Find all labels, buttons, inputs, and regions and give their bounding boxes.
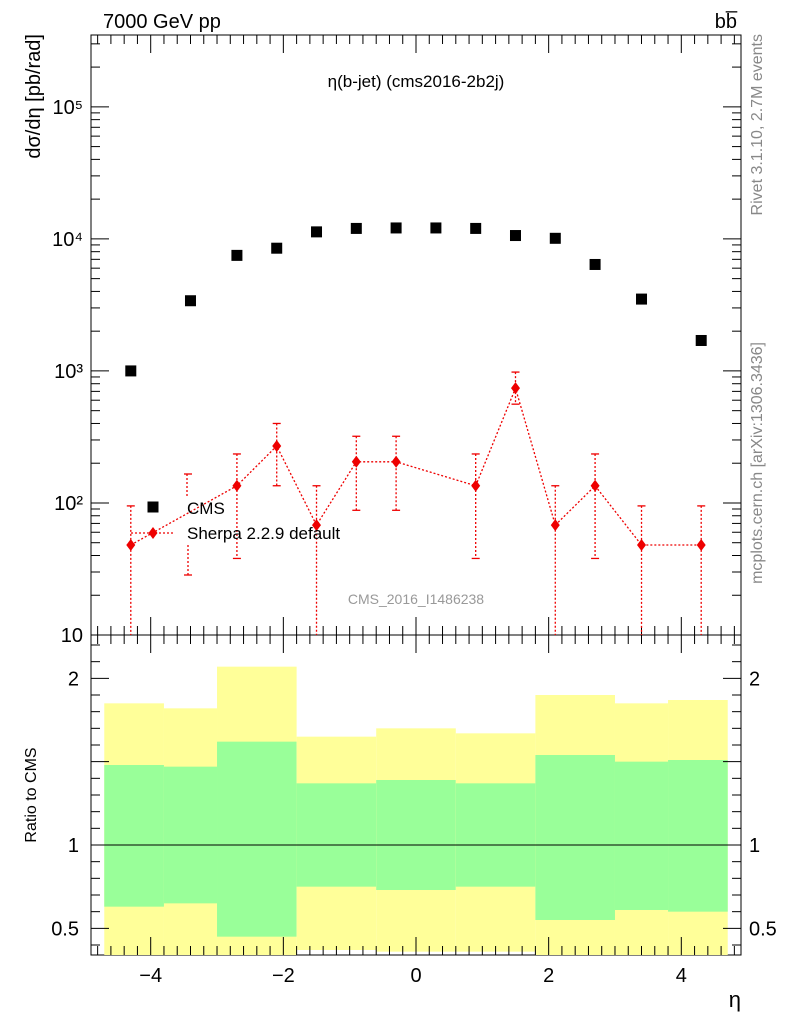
- cms-point: [509, 230, 521, 242]
- cms-point: [231, 249, 243, 261]
- ratio-band-inner: [296, 783, 377, 887]
- sherpa-point: [232, 479, 242, 492]
- main-y-tick-label: 10⁴: [52, 229, 83, 251]
- main-y-tick-label: 10: [61, 625, 83, 647]
- ratio-y-tick-label-left: 2: [68, 668, 79, 690]
- cms-point: [549, 232, 561, 244]
- sherpa-point: [696, 539, 706, 552]
- cms-point: [589, 258, 601, 270]
- ratio-y-tick-label-right: 2: [749, 668, 760, 690]
- x-tick-label: 4: [676, 965, 687, 987]
- ratio-band-inner: [668, 760, 728, 912]
- legend-cms-marker: [147, 501, 159, 513]
- legend: CMS Sherpa 2.2.9 default: [131, 473, 340, 576]
- cms-point: [695, 334, 707, 346]
- x-tick-label: −2: [272, 965, 295, 987]
- ratio-y-axis-label: Ratio to CMS: [23, 747, 40, 842]
- x-tick-label: −4: [139, 965, 162, 987]
- cms-point: [430, 222, 442, 234]
- cms-point: [350, 222, 362, 234]
- ratio-axis-ticks: 0.5 0.5 1 1 2 2 −4 −2 0 2 4: [51, 635, 777, 987]
- ratio-band-inner: [376, 780, 456, 890]
- ratio-y-tick-label-right: 1: [749, 835, 760, 857]
- analysis-watermark: CMS_2016_I1486238: [348, 591, 484, 607]
- ratio-band-inner: [163, 766, 218, 904]
- sherpa-line: [130, 386, 702, 546]
- main-y-tick-label: 10⁵: [52, 97, 83, 119]
- sherpa-point: [550, 519, 560, 532]
- energy-label: 7000 GeV pp: [103, 11, 221, 33]
- main-y-tick-label: 10²: [54, 493, 83, 515]
- cms-point: [470, 222, 482, 234]
- sherpa-point: [637, 539, 647, 552]
- x-axis-label: η: [729, 987, 741, 1012]
- sherpa-point: [126, 539, 136, 552]
- cms-point: [636, 293, 648, 305]
- chart-title: η(b-jet) (cms2016-2b2j): [328, 72, 505, 91]
- sherpa-point: [351, 455, 361, 468]
- legend-sherpa-marker: [148, 527, 158, 539]
- ratio-band-inner: [614, 761, 669, 910]
- legend-cms-label: CMS: [187, 499, 225, 518]
- sherpa-point: [590, 479, 600, 492]
- ratio-y-tick-label-right: 0.5: [749, 918, 777, 940]
- main-y-tick-label: 10³: [54, 361, 83, 383]
- legend-sherpa-label: Sherpa 2.2.9 default: [187, 524, 340, 543]
- cms-point: [271, 242, 283, 254]
- main-y-axis-label: dσ/dη [pb/rad]: [23, 34, 45, 159]
- mcplots-label: mcplots.cern.ch [arXiv:1306.3436]: [749, 342, 766, 584]
- cms-point: [390, 222, 402, 234]
- cms-point: [311, 226, 323, 238]
- sherpa-point: [510, 382, 520, 395]
- sherpa-point: [391, 455, 401, 468]
- sherpa-point: [471, 479, 481, 492]
- ratio-band-inner: [104, 765, 164, 907]
- x-tick-label: 0: [410, 965, 421, 987]
- ratio-bands: [104, 666, 728, 955]
- cms-point: [184, 295, 196, 307]
- ratio-band-inner: [535, 755, 615, 920]
- main-axis-ticks: 10 10² 10³ 10⁴ 10⁵: [52, 35, 741, 647]
- ratio-y-tick-label-left: 0.5: [51, 918, 79, 940]
- main-data-layer: [125, 222, 707, 635]
- x-tick-label: 2: [543, 965, 554, 987]
- sherpa-point: [312, 519, 322, 532]
- process-label: bb̅: [715, 10, 738, 33]
- ratio-y-tick-label-left: 1: [68, 835, 79, 857]
- sherpa-point: [272, 440, 282, 453]
- ratio-band-inner: [455, 783, 536, 887]
- ratio-band-inner: [217, 741, 297, 937]
- cms-point: [125, 365, 137, 377]
- rivet-version-label: Rivet 3.1.10, 2.7M events: [749, 34, 766, 215]
